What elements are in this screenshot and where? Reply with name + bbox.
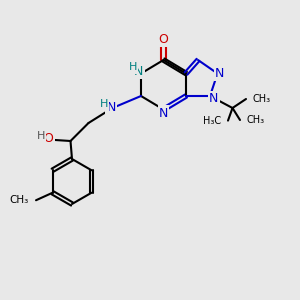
Text: N: N (134, 64, 143, 78)
Text: H: H (37, 131, 45, 141)
Text: N: N (209, 92, 218, 106)
Text: H₃C: H₃C (203, 116, 221, 126)
Text: H: H (100, 99, 108, 110)
Text: CH₃: CH₃ (253, 94, 271, 104)
Text: O: O (44, 132, 53, 146)
Text: N: N (106, 101, 116, 114)
Text: N: N (215, 67, 225, 80)
Text: N: N (159, 106, 168, 120)
Text: O: O (159, 33, 168, 46)
Text: CH₃: CH₃ (9, 195, 28, 205)
Text: CH₃: CH₃ (247, 115, 265, 125)
Text: H: H (128, 62, 137, 73)
